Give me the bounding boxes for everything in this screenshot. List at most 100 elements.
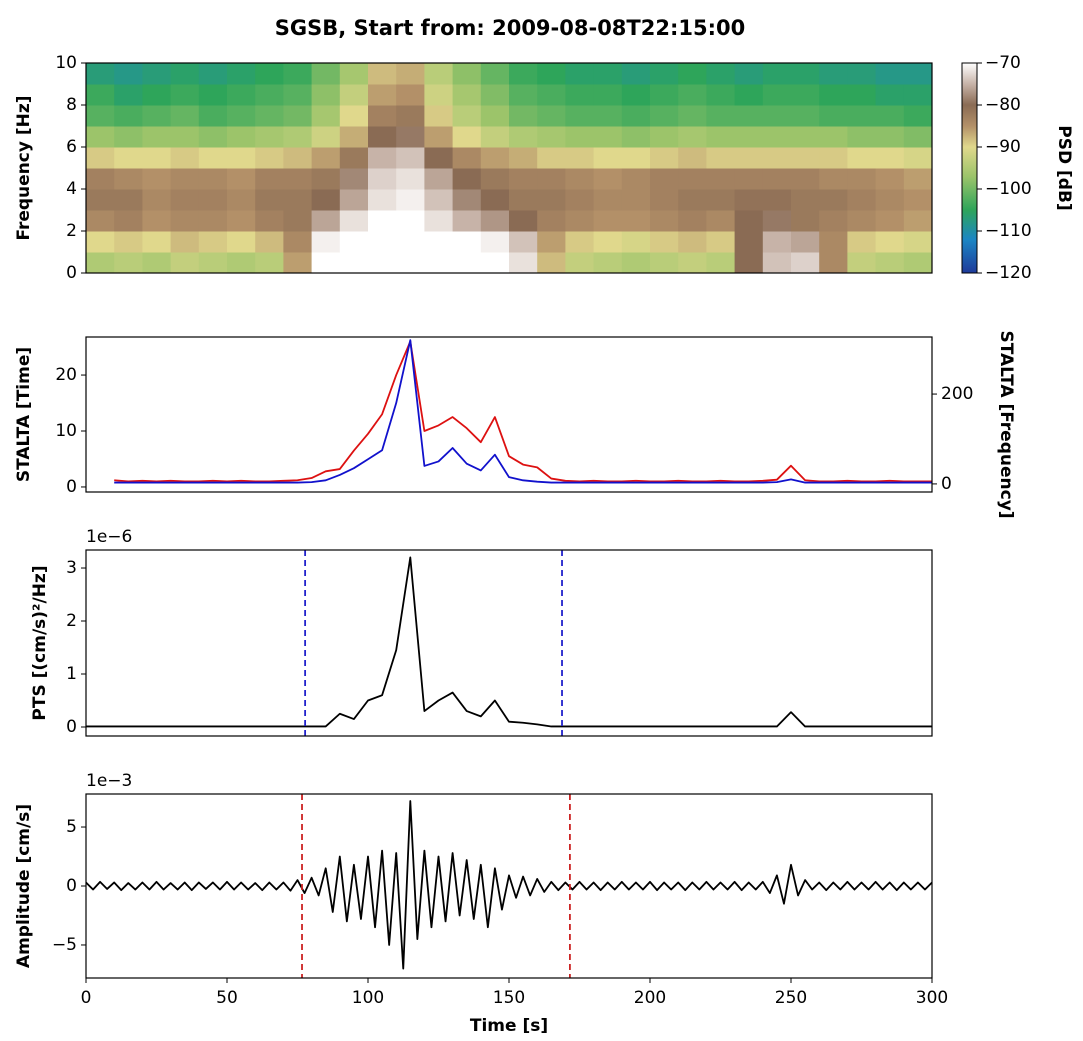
heatmap-cell <box>762 231 792 253</box>
heatmap-cell <box>255 189 284 211</box>
heatmap-cell <box>255 147 284 169</box>
heatmap-cell <box>452 189 482 211</box>
heatmap-cell <box>424 63 454 85</box>
heatmap-cell <box>311 168 341 190</box>
heatmap-cell <box>678 63 707 85</box>
y-tick-label: 10 <box>55 421 77 441</box>
plot-area <box>86 794 932 978</box>
heatmap-cell <box>819 168 848 190</box>
heatmap-cell <box>114 147 143 169</box>
heatmap-cell <box>480 210 510 232</box>
heatmap-cell <box>255 84 284 106</box>
heatmap-cell <box>311 105 341 127</box>
heatmap-cell <box>621 189 651 211</box>
y-tick-label: 0 <box>66 263 77 283</box>
heatmap-cell <box>650 210 679 232</box>
heatmap-cell <box>114 84 143 106</box>
heatmap-cell <box>170 126 200 148</box>
heatmap-cell <box>678 210 707 232</box>
heatmap-cell <box>734 105 764 127</box>
heatmap-cell <box>565 63 595 85</box>
heatmap-cell <box>424 105 454 127</box>
heatmap-cell <box>537 189 566 211</box>
heatmap-cell <box>283 105 313 127</box>
heatmap-cell <box>621 147 651 169</box>
heatmap-cell <box>621 84 651 106</box>
heatmap-cell <box>678 231 707 253</box>
heatmap-cell <box>875 231 905 253</box>
heatmap-cell <box>847 252 877 273</box>
heatmap-cell <box>86 168 115 190</box>
heatmap-cell <box>170 231 200 253</box>
axes-frame <box>85 62 933 274</box>
heatmap-cell <box>706 63 736 85</box>
y2-axis-label: STALTA [Frequency] <box>996 330 1016 518</box>
heatmap-cell <box>480 126 510 148</box>
heatmap-cell <box>903 63 932 85</box>
heatmap-cell <box>678 84 707 106</box>
heatmap-cell <box>762 105 792 127</box>
heatmap-cell <box>875 84 905 106</box>
heatmap-cell <box>650 63 679 85</box>
heatmap-cell <box>368 105 397 127</box>
heatmap-cell <box>537 168 566 190</box>
heatmap-cell <box>706 231 736 253</box>
heatmap-cell <box>311 126 341 148</box>
heatmap-cell <box>368 189 397 211</box>
heatmap-cell <box>593 252 623 273</box>
heatmap-cell <box>339 126 369 148</box>
heatmap-cell <box>170 105 200 127</box>
heatmap-cell <box>114 210 143 232</box>
x-tick-label: 200 <box>634 988 666 1008</box>
heatmap-cell <box>565 231 595 253</box>
heatmap-cell <box>621 63 651 85</box>
x-tick-label: 150 <box>493 988 525 1008</box>
heatmap-cell <box>452 168 482 190</box>
heatmap-cell <box>678 126 707 148</box>
heatmap-cell <box>875 147 905 169</box>
heatmap-cell <box>819 231 848 253</box>
heatmap-cell <box>114 168 143 190</box>
heatmap-cell <box>734 231 764 253</box>
heatmap-cell <box>650 252 679 273</box>
heatmap-cell <box>114 63 143 85</box>
heatmap-cell <box>396 126 425 148</box>
heatmap-cell <box>678 105 707 127</box>
heatmap-cell <box>706 168 736 190</box>
heatmap-cell <box>142 231 172 253</box>
heatmap-cell <box>847 126 877 148</box>
heatmap-cell <box>762 210 792 232</box>
heatmap-cell <box>255 210 284 232</box>
heatmap-cell <box>762 126 792 148</box>
heatmap-cell <box>86 252 115 273</box>
heatmap-cell <box>255 252 284 273</box>
heatmap-cell <box>283 63 313 85</box>
heatmap-cell <box>734 210 764 232</box>
heatmap-cell <box>396 231 425 253</box>
heatmap-cell <box>283 231 313 253</box>
heatmap-cell <box>198 189 228 211</box>
heatmap-cell <box>706 105 736 127</box>
heatmap-cell <box>198 168 228 190</box>
heatmap-cell <box>509 210 538 232</box>
plot-area <box>86 550 932 736</box>
y-tick-label: 6 <box>66 137 77 157</box>
heatmap-cell <box>593 63 623 85</box>
y-tick-label: 2 <box>66 221 77 241</box>
heatmap-cell <box>198 63 228 85</box>
heatmap-cell <box>819 252 848 273</box>
heatmap-cell <box>142 168 172 190</box>
heatmap-cell <box>339 84 369 106</box>
heatmap-cell <box>227 63 256 85</box>
heatmap-cell <box>791 231 820 253</box>
heatmap-cell <box>255 168 284 190</box>
heatmap-cell <box>255 231 284 253</box>
heatmap-cell <box>339 105 369 127</box>
heatmap-cell <box>198 105 228 127</box>
y-tick-label: −5 <box>52 935 77 955</box>
y2-tick-label: 0 <box>941 474 952 494</box>
heatmap-cell <box>847 84 877 106</box>
heatmap-cell <box>509 252 538 273</box>
heatmap-cell <box>368 252 397 273</box>
heatmap-cell <box>396 168 425 190</box>
